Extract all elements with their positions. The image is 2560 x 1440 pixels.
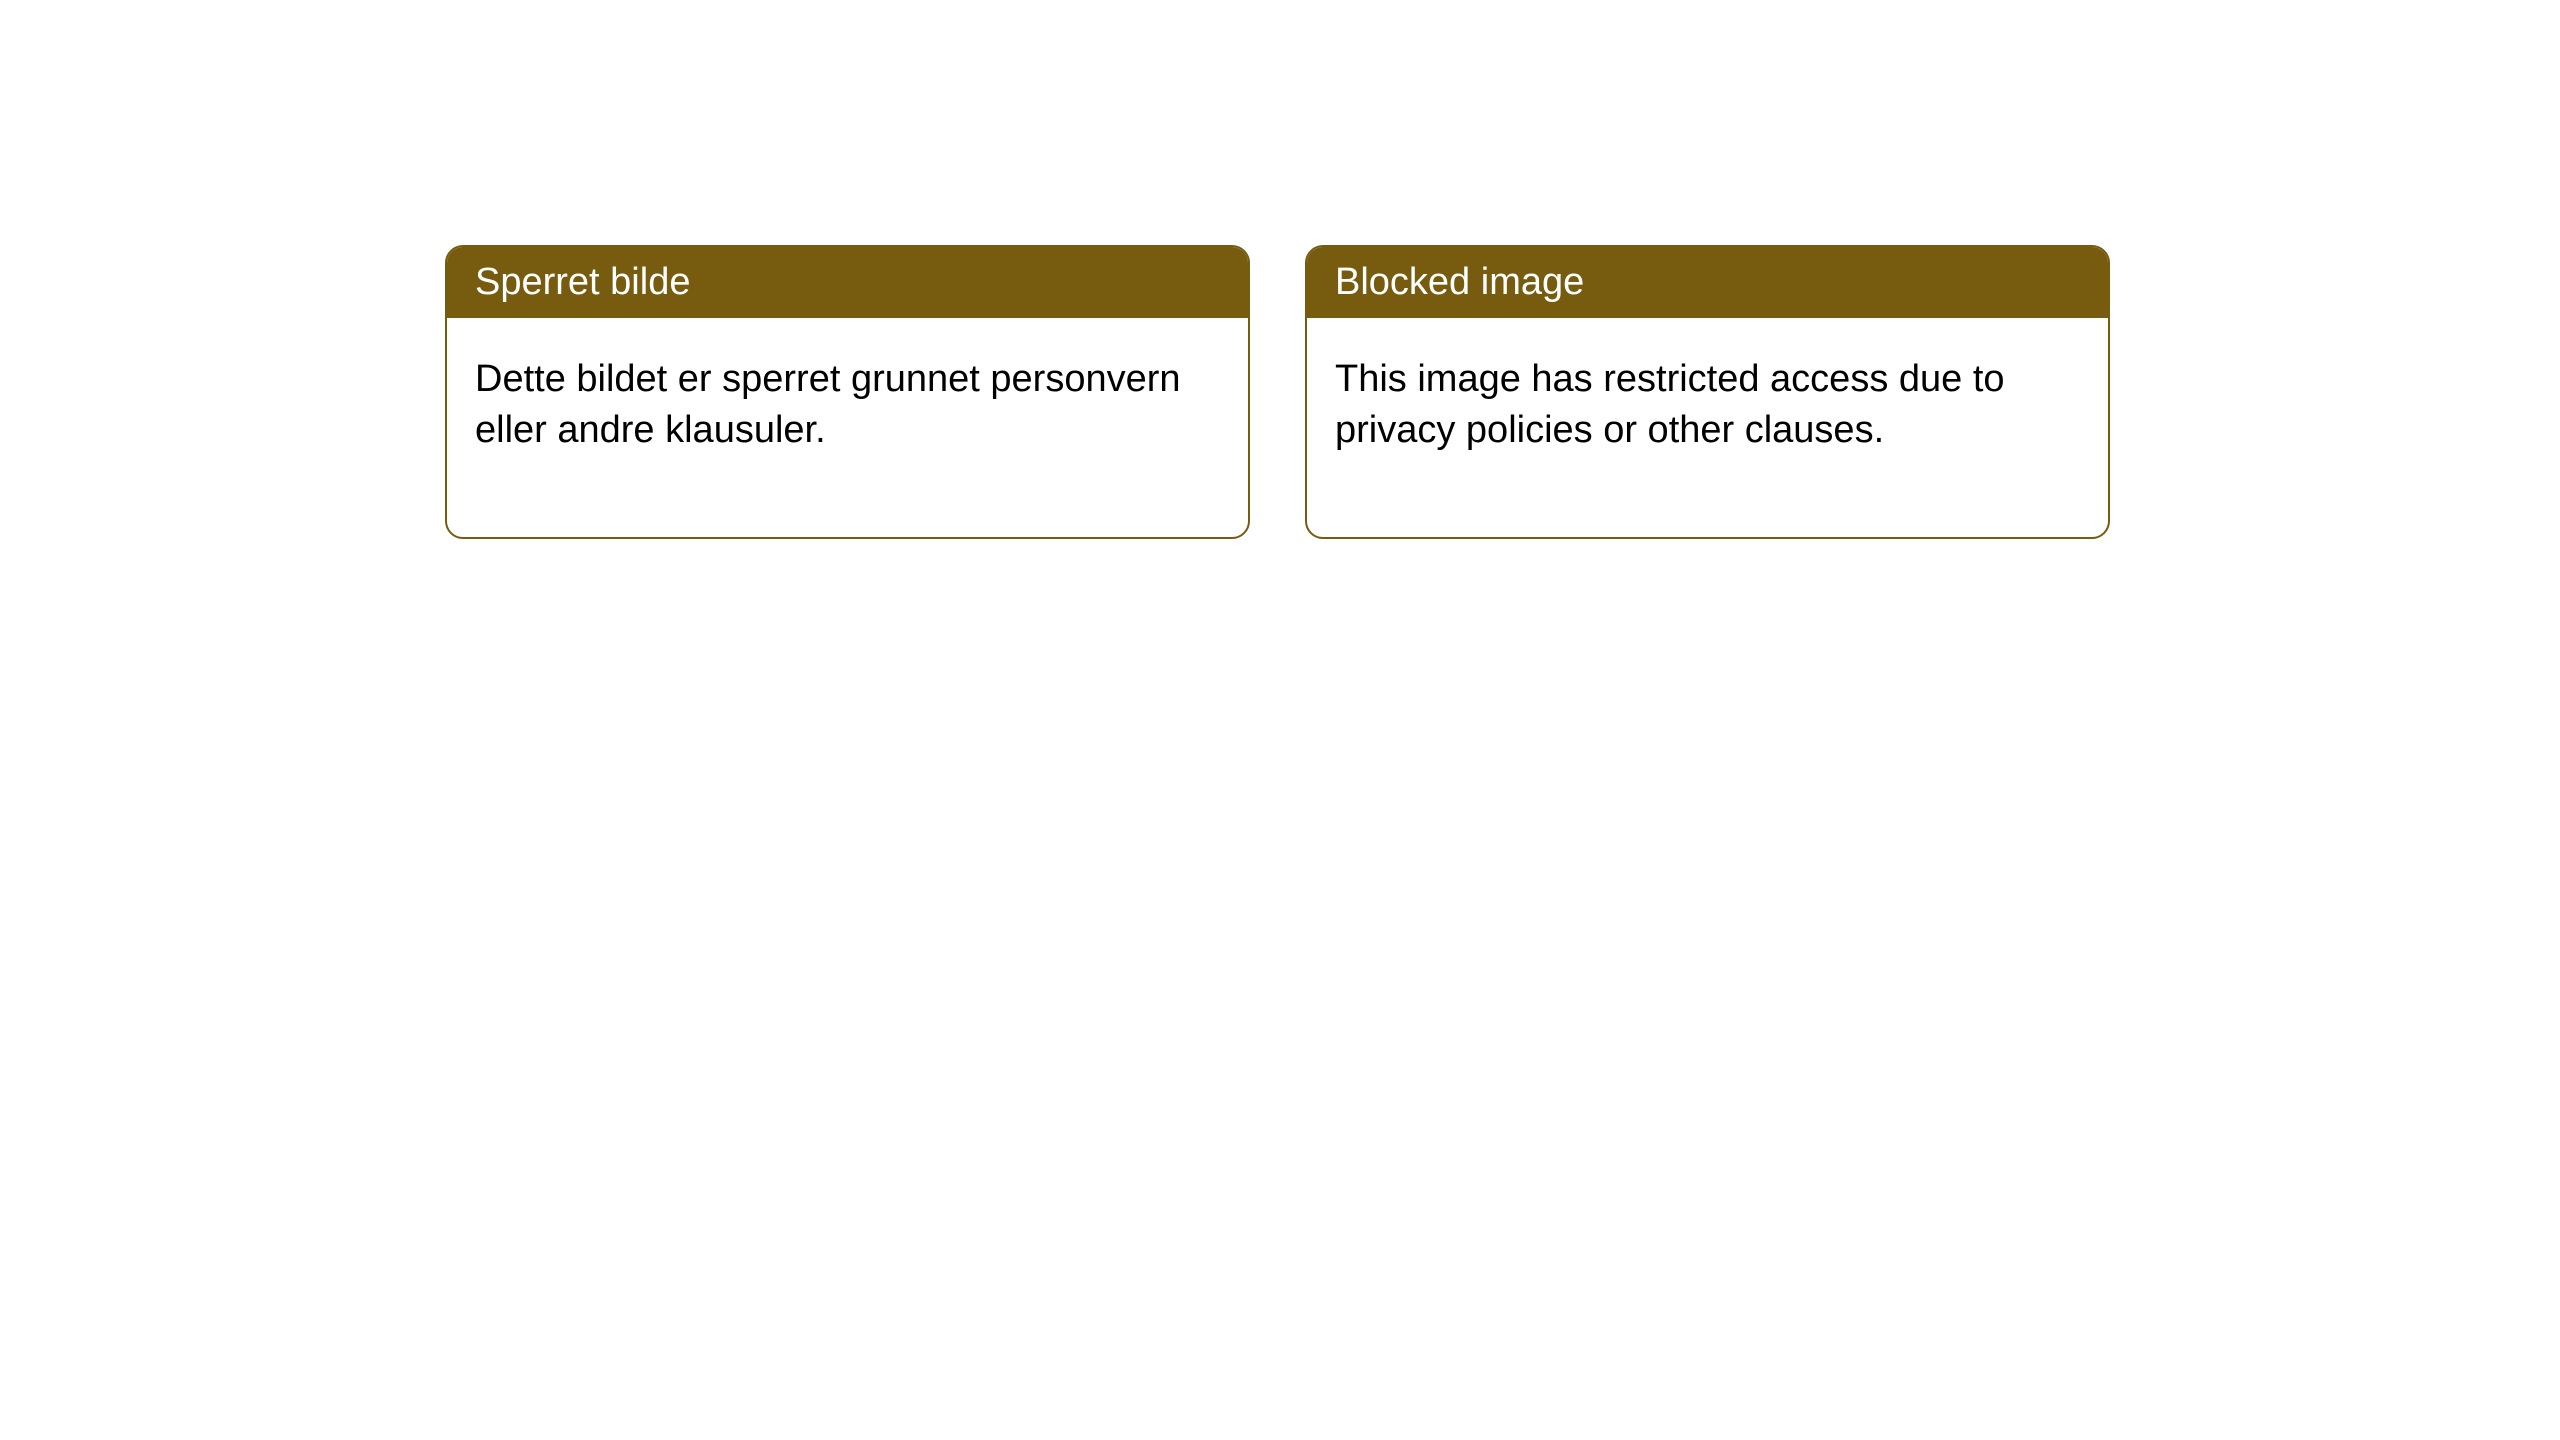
blocked-image-notice-container: Sperret bilde Dette bildet er sperret gr… <box>445 245 2110 539</box>
notice-card-title: Blocked image <box>1307 247 2108 318</box>
notice-card-body: This image has restricted access due to … <box>1307 318 2108 537</box>
notice-card-norwegian: Sperret bilde Dette bildet er sperret gr… <box>445 245 1250 539</box>
notice-card-english: Blocked image This image has restricted … <box>1305 245 2110 539</box>
notice-card-title: Sperret bilde <box>447 247 1248 318</box>
notice-card-body: Dette bildet er sperret grunnet personve… <box>447 318 1248 537</box>
